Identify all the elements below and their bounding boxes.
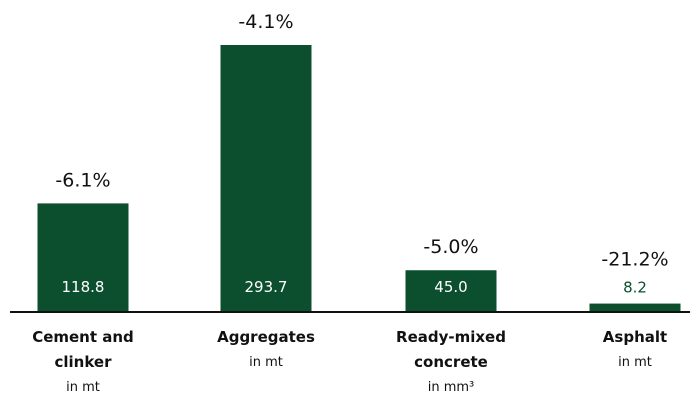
bar <box>589 303 681 311</box>
bar <box>37 203 129 311</box>
unit-label: in mt <box>249 355 283 370</box>
unit-label: in mm³ <box>428 380 475 395</box>
data-label: 45.0 <box>434 278 467 296</box>
bar <box>220 45 312 311</box>
change-label: -4.1% <box>238 11 293 33</box>
category-label: Cement and <box>32 328 134 346</box>
change-label: -5.0% <box>423 236 478 258</box>
category-label: concrete <box>414 353 488 371</box>
change-label: -6.1% <box>55 169 110 191</box>
category-label: Asphalt <box>603 328 667 346</box>
unit-label: in mt <box>618 355 652 370</box>
data-label: 293.7 <box>245 278 288 296</box>
data-label: 118.8 <box>62 278 105 296</box>
bar <box>405 270 497 311</box>
unit-label: in mt <box>66 380 100 395</box>
data-label: 8.2 <box>623 279 647 297</box>
category-label: Ready-mixed <box>396 328 506 346</box>
change-label: -21.2% <box>601 249 668 271</box>
category-label: Aggregates <box>217 328 315 346</box>
category-label: clinker <box>55 353 113 371</box>
